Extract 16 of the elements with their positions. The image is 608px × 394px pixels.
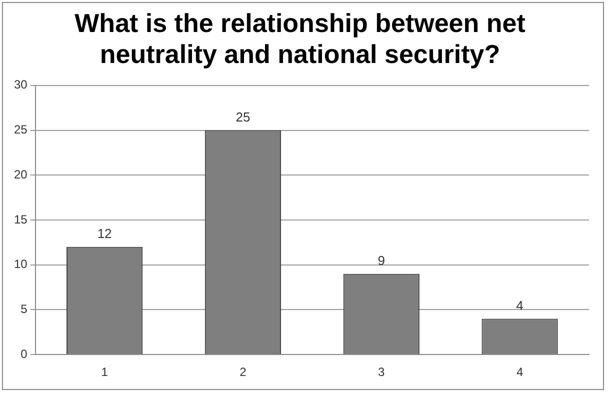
- y-tick-label: 0: [20, 346, 28, 361]
- x-tick-label: 4: [516, 365, 524, 380]
- y-tick-label: 5: [20, 302, 28, 316]
- data-label: 12: [97, 226, 112, 241]
- y-tick-label: 15: [14, 212, 28, 226]
- y-tick-label: 20: [14, 167, 28, 182]
- y-tick-label: 10: [14, 257, 28, 272]
- x-tick-label: 1: [101, 365, 108, 380]
- y-tick-label: 25: [14, 122, 28, 137]
- data-label: 25: [236, 109, 250, 124]
- y-tick-label: 30: [14, 78, 28, 92]
- data-label: 4: [516, 298, 524, 313]
- data-label: 9: [378, 252, 385, 268]
- x-tick-label: 3: [378, 365, 386, 380]
- chart-title: What is the relationship between net neutrality and national security?: [74, 8, 526, 69]
- x-tick-label: 2: [240, 365, 247, 380]
